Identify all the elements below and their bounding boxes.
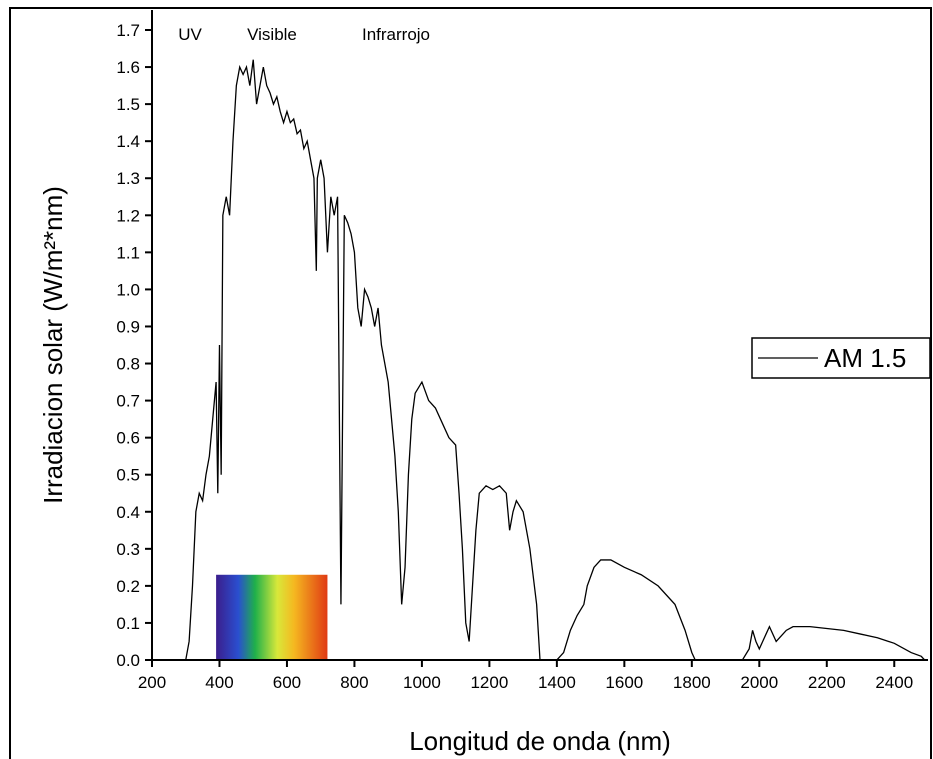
x-tick-label: 1800 (673, 673, 711, 692)
x-tick-label: 400 (205, 673, 233, 692)
x-tick-label: 200 (138, 673, 166, 692)
y-tick-label: 0.3 (116, 540, 140, 559)
y-tick-label: 0.6 (116, 429, 140, 448)
x-tick-label: 1200 (470, 673, 508, 692)
y-tick-label: 1.6 (116, 58, 140, 77)
y-tick-label: 0.1 (116, 614, 140, 633)
x-tick-label: 2200 (808, 673, 846, 692)
legend-label: AM 1.5 (824, 343, 906, 373)
region-label: Visible (247, 25, 297, 44)
y-tick-label: 0.2 (116, 577, 140, 596)
y-axis-title: Irradiacion solar (W/m²*nm) (38, 186, 68, 504)
region-label: Infrarrojo (362, 25, 430, 44)
x-tick-label: 1600 (605, 673, 643, 692)
y-tick-label: 1.5 (116, 95, 140, 114)
frame (9, 7, 932, 759)
y-tick-label: 0.4 (116, 503, 140, 522)
region-label: UV (178, 25, 202, 44)
x-tick-label: 1000 (403, 673, 441, 692)
x-tick-label: 800 (340, 673, 368, 692)
y-tick-label: 0.8 (116, 355, 140, 374)
y-tick-label: 1.2 (116, 206, 140, 225)
y-tick-label: 1.3 (116, 169, 140, 188)
spectrum-line (178, 59, 926, 661)
y-tick-label: 1.0 (116, 280, 140, 299)
x-tick-label: 600 (273, 673, 301, 692)
y-tick-label: 1.1 (116, 243, 140, 262)
x-axis-title: Longitud de onda (nm) (409, 726, 671, 756)
y-tick-label: 1.7 (116, 21, 140, 40)
y-tick-label: 0.0 (116, 651, 140, 670)
x-tick-label: 2400 (875, 673, 913, 692)
y-tick-label: 0.9 (116, 317, 140, 336)
x-tick-label: 2000 (740, 673, 778, 692)
x-tick-label: 1400 (538, 673, 576, 692)
y-tick-label: 1.4 (116, 132, 140, 151)
visible-spectrum (216, 574, 328, 660)
y-tick-label: 0.5 (116, 466, 140, 485)
y-tick-label: 0.7 (116, 392, 140, 411)
